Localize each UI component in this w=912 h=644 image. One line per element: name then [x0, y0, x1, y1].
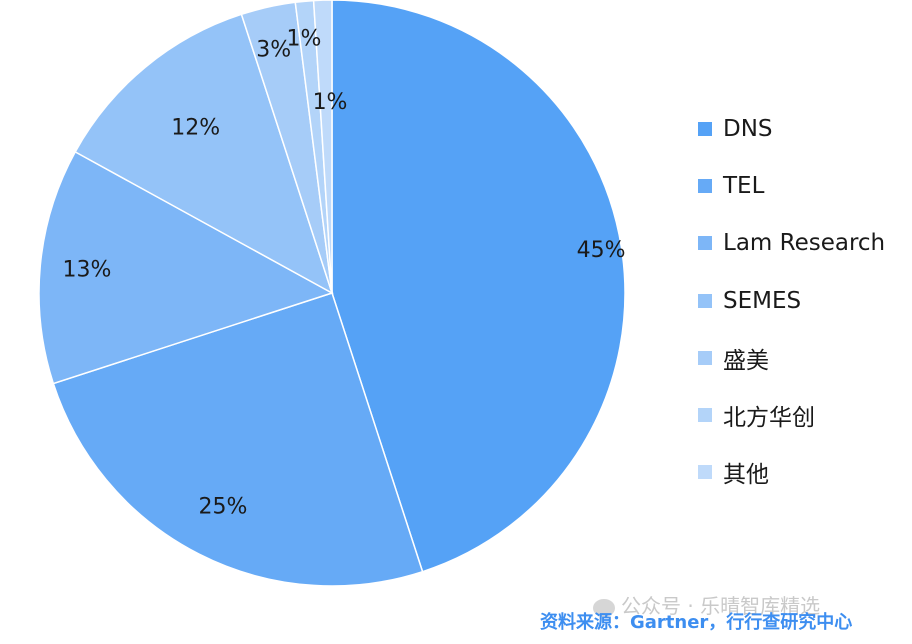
- pie-slice-4: [74, 13, 334, 295]
- legend-swatch: [698, 121, 712, 136]
- legend-item: SEMES: [698, 272, 908, 329]
- legend-item: Lam Research: [698, 215, 908, 272]
- legend-label: 北方华创: [723, 405, 815, 432]
- slice-value-label: 1%: [287, 27, 322, 52]
- legend-item: 北方华创: [698, 386, 908, 443]
- pie-slice-2: [52, 292, 424, 587]
- slice-value-label: 12%: [171, 116, 220, 141]
- wechat-icon: [593, 598, 615, 617]
- slice-value-label: 45%: [577, 238, 626, 263]
- pie-slice-7: [312, 0, 333, 294]
- slice-value-label: 1%: [313, 90, 348, 115]
- legend: DNS TEL Lam Research SEMES 盛美北方华创其他: [698, 100, 908, 501]
- legend-swatch: [698, 350, 712, 365]
- legend-item: DNS: [698, 100, 908, 157]
- legend-label: DNS: [723, 115, 773, 142]
- legend-swatch: [698, 408, 712, 423]
- legend-label: SEMES: [723, 287, 802, 314]
- legend-label: TEL: [723, 172, 765, 199]
- legend-swatch: [698, 236, 712, 251]
- source-note: 资料来源：Gartner，行行查研究中心: [540, 612, 853, 633]
- legend-swatch: [698, 293, 712, 308]
- legend-swatch: [698, 178, 712, 193]
- pie-slice-3: [38, 150, 334, 385]
- legend-swatch: [698, 465, 712, 480]
- legend-label: Lam Research: [723, 230, 886, 257]
- pie-slices: [38, 0, 626, 587]
- pie-slice-1: [331, 0, 626, 573]
- slice-value-label: 3%: [256, 37, 291, 62]
- slice-value-label: 13%: [63, 257, 112, 282]
- watermark: 公众号 · 乐晴智库精选: [593, 590, 820, 619]
- legend-label: 盛美: [723, 347, 769, 374]
- legend-item: TEL: [698, 157, 908, 214]
- legend-item: 其他: [698, 444, 908, 501]
- pie-value-labels: 45%25%13%12%3%1%1%: [63, 27, 626, 520]
- legend-item: 盛美: [698, 329, 908, 386]
- slice-value-label: 25%: [198, 495, 247, 520]
- watermark-text: 公众号 · 乐晴智库精选: [621, 594, 821, 618]
- legend-label: 其他: [723, 462, 769, 489]
